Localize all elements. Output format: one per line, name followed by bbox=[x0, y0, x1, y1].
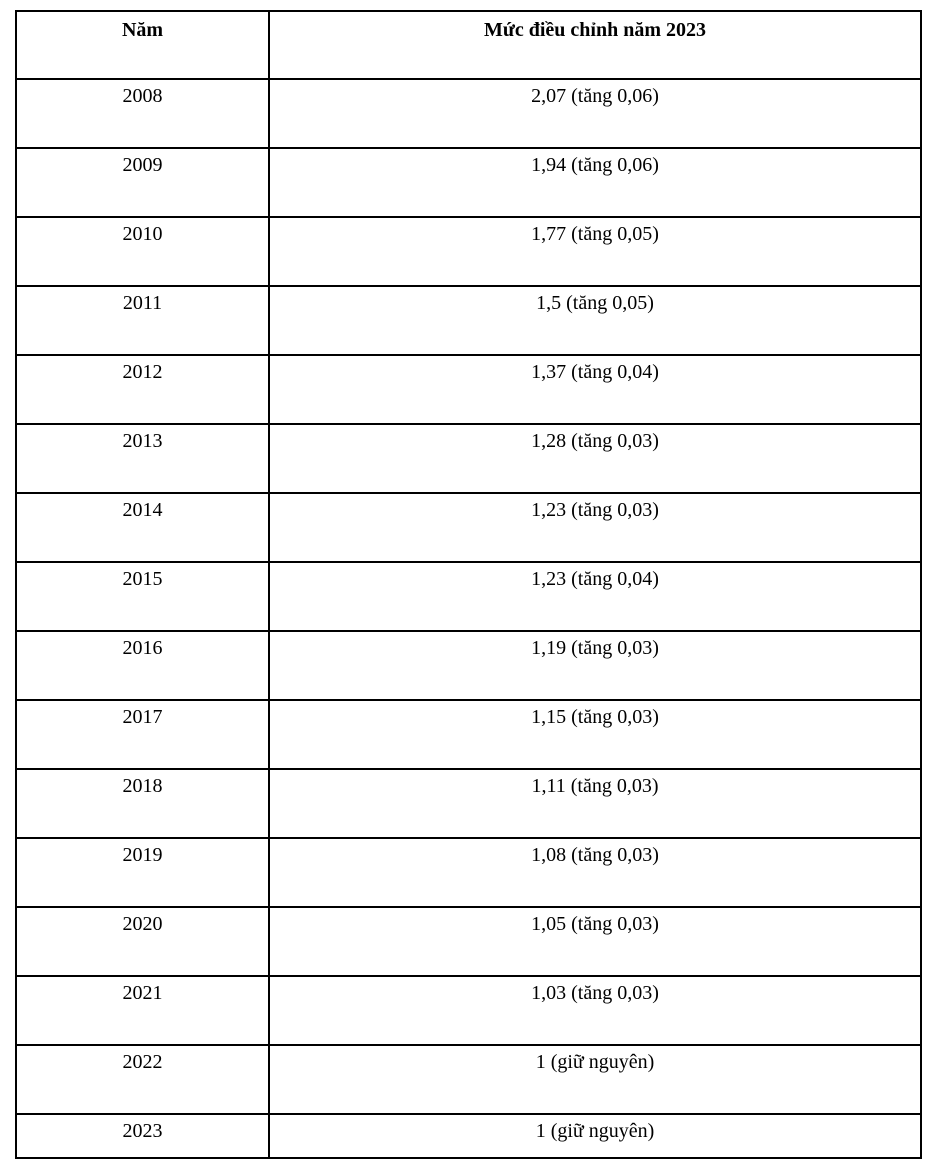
table-row: 2010 1,77 (tăng 0,05) bbox=[15, 216, 922, 287]
table-row: 2009 1,94 (tăng 0,06) bbox=[15, 147, 922, 218]
table-row: 2017 1,15 (tăng 0,03) bbox=[15, 699, 922, 770]
cell-adjustment-rate: 1,28 (tăng 0,03) bbox=[268, 423, 922, 494]
table-row: 2020 1,05 (tăng 0,03) bbox=[15, 906, 922, 977]
cell-year: 2018 bbox=[15, 768, 270, 839]
table-row: 2016 1,19 (tăng 0,03) bbox=[15, 630, 922, 701]
cell-year: 2014 bbox=[15, 492, 270, 563]
table-row: 2011 1,5 (tăng 0,05) bbox=[15, 285, 922, 356]
cell-adjustment-rate: 1,77 (tăng 0,05) bbox=[268, 216, 922, 287]
column-header-year: Năm bbox=[15, 10, 270, 80]
cell-year: 2013 bbox=[15, 423, 270, 494]
cell-adjustment-rate: 1 (giữ nguyên) bbox=[268, 1113, 922, 1159]
table-row: 2014 1,23 (tăng 0,03) bbox=[15, 492, 922, 563]
table-row: 2013 1,28 (tăng 0,03) bbox=[15, 423, 922, 494]
cell-year: 2022 bbox=[15, 1044, 270, 1115]
cell-adjustment-rate: 1 (giữ nguyên) bbox=[268, 1044, 922, 1115]
cell-adjustment-rate: 1,05 (tăng 0,03) bbox=[268, 906, 922, 977]
table-row: 2012 1,37 (tăng 0,04) bbox=[15, 354, 922, 425]
cell-adjustment-rate: 1,15 (tăng 0,03) bbox=[268, 699, 922, 770]
table-body: 2008 2,07 (tăng 0,06) 2009 1,94 (tăng 0,06)… bbox=[15, 78, 922, 1159]
cell-year: 2015 bbox=[15, 561, 270, 632]
cell-adjustment-rate: 1,23 (tăng 0,04) bbox=[268, 561, 922, 632]
cell-adjustment-rate: 1,37 (tăng 0,04) bbox=[268, 354, 922, 425]
cell-year: 2008 bbox=[15, 78, 270, 149]
table-row: 2008 2,07 (tăng 0,06) bbox=[15, 78, 922, 149]
cell-year: 2009 bbox=[15, 147, 270, 218]
cell-adjustment-rate: 2,07 (tăng 0,06) bbox=[268, 78, 922, 149]
adjustment-rate-table-container: Năm Mức điều chỉnh năm 2023 2008 2,07 (tă… bbox=[15, 10, 922, 1159]
table-row: 2018 1,11 (tăng 0,03) bbox=[15, 768, 922, 839]
column-header-adjustment-rate: Mức điều chỉnh năm 2023 bbox=[268, 10, 922, 80]
cell-adjustment-rate: 1,94 (tăng 0,06) bbox=[268, 147, 922, 218]
cell-year: 2012 bbox=[15, 354, 270, 425]
cell-year: 2019 bbox=[15, 837, 270, 908]
cell-adjustment-rate: 1,19 (tăng 0,03) bbox=[268, 630, 922, 701]
table-row: 2022 1 (giữ nguyên) bbox=[15, 1044, 922, 1115]
cell-year: 2011 bbox=[15, 285, 270, 356]
cell-year: 2017 bbox=[15, 699, 270, 770]
cell-adjustment-rate: 1,5 (tăng 0,05) bbox=[268, 285, 922, 356]
cell-year: 2020 bbox=[15, 906, 270, 977]
cell-adjustment-rate: 1,03 (tăng 0,03) bbox=[268, 975, 922, 1046]
adjustment-rate-table: Năm Mức điều chỉnh năm 2023 2008 2,07 (tă… bbox=[15, 10, 922, 1159]
cell-adjustment-rate: 1,11 (tăng 0,03) bbox=[268, 768, 922, 839]
table-row: 2023 1 (giữ nguyên) bbox=[15, 1113, 922, 1159]
cell-adjustment-rate: 1,08 (tăng 0,03) bbox=[268, 837, 922, 908]
cell-year: 2023 bbox=[15, 1113, 270, 1159]
cell-year: 2010 bbox=[15, 216, 270, 287]
table-row: 2021 1,03 (tăng 0,03) bbox=[15, 975, 922, 1046]
cell-adjustment-rate: 1,23 (tăng 0,03) bbox=[268, 492, 922, 563]
table-row: 2015 1,23 (tăng 0,04) bbox=[15, 561, 922, 632]
table-header: Năm Mức điều chỉnh năm 2023 bbox=[15, 10, 922, 80]
table-row: 2019 1,08 (tăng 0,03) bbox=[15, 837, 922, 908]
cell-year: 2021 bbox=[15, 975, 270, 1046]
table-header-row: Năm Mức điều chỉnh năm 2023 bbox=[15, 10, 922, 80]
cell-year: 2016 bbox=[15, 630, 270, 701]
